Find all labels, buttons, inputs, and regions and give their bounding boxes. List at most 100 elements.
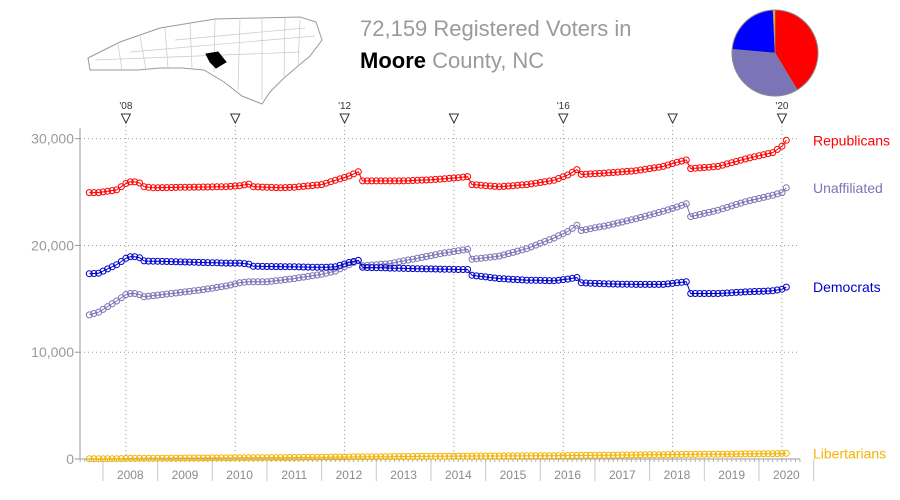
data-point (673, 451, 681, 458)
data-point (295, 454, 303, 461)
data-point (272, 184, 280, 192)
data-point (263, 278, 271, 286)
data-point (482, 254, 490, 262)
y-tick-label: 10,000 (31, 344, 74, 360)
series-unaffiliated: Unaffiliated (85, 180, 883, 319)
data-point (655, 451, 663, 459)
data-point (450, 452, 458, 460)
data-point (550, 176, 558, 184)
data-point (176, 258, 184, 266)
data-point (140, 183, 148, 191)
data-point (208, 183, 216, 191)
data-point (536, 276, 544, 284)
data-point (204, 259, 212, 267)
data-point (755, 287, 763, 295)
data-point (236, 279, 244, 287)
data-point (641, 451, 649, 459)
data-point (313, 181, 321, 189)
data-point (104, 265, 112, 273)
data-point (331, 263, 339, 271)
data-point (422, 452, 430, 460)
pie-outline (731, 9, 819, 97)
data-point (769, 191, 777, 199)
series-libertarians: Libertarians (85, 445, 886, 463)
data-point (413, 265, 421, 273)
data-point (327, 178, 335, 186)
data-point (254, 278, 262, 286)
data-point (158, 454, 166, 462)
county-border (237, 17, 241, 91)
data-point (272, 277, 280, 285)
series-label: Unaffiliated (813, 180, 883, 196)
data-point (263, 183, 271, 191)
data-point (705, 450, 713, 458)
data-point (514, 452, 521, 460)
data-point (217, 454, 225, 462)
data-point (309, 182, 316, 189)
data-point (259, 278, 266, 286)
data-point (746, 197, 754, 205)
data-point (586, 279, 594, 287)
data-point (418, 253, 426, 261)
data-point (350, 453, 357, 461)
data-point (391, 264, 398, 272)
data-point (213, 454, 221, 462)
data-point (245, 454, 253, 462)
data-point (113, 297, 121, 305)
data-point (99, 188, 107, 196)
data-point (90, 455, 98, 463)
data-point (641, 165, 649, 173)
data-point (614, 280, 622, 288)
data-point (254, 454, 262, 462)
county-border (297, 19, 301, 67)
data-point (491, 452, 499, 460)
data-point (331, 453, 339, 461)
data-point (149, 454, 157, 462)
data-point (723, 203, 731, 211)
data-point (99, 455, 107, 463)
data-point (295, 183, 303, 191)
data-point (609, 169, 617, 176)
data-point (404, 453, 412, 460)
data-point (186, 287, 193, 295)
data-point (186, 258, 193, 266)
data-point (85, 311, 93, 319)
data-point (190, 287, 198, 295)
data-point (728, 202, 736, 210)
data-point (372, 264, 380, 272)
data-point (281, 276, 289, 284)
data-point (504, 275, 512, 283)
data-point (559, 276, 567, 284)
data-point (381, 260, 389, 268)
registration-pie (731, 9, 819, 97)
data-point (199, 183, 207, 191)
data-point (696, 450, 704, 458)
data-point (249, 183, 257, 191)
data-point (240, 454, 248, 462)
data-point (400, 177, 408, 185)
data-point (268, 454, 275, 462)
data-point (623, 167, 631, 175)
county-border (117, 43, 123, 71)
data-point (281, 454, 289, 462)
data-point (673, 158, 681, 166)
data-point (737, 156, 745, 164)
data-point (764, 450, 772, 458)
data-point (527, 452, 535, 460)
data-point (527, 276, 535, 284)
data-point (755, 195, 763, 202)
data-point (336, 175, 344, 183)
data-point (217, 283, 225, 291)
data-point (176, 288, 184, 296)
data-point (140, 454, 148, 462)
data-point (750, 196, 758, 203)
data-point (231, 280, 239, 288)
data-point (687, 213, 695, 221)
series-label: Libertarians (813, 445, 886, 461)
data-point (504, 452, 512, 460)
data-point (778, 285, 786, 293)
data-point (655, 163, 663, 171)
data-point (409, 255, 417, 263)
data-point (491, 253, 499, 261)
data-point (755, 450, 763, 458)
